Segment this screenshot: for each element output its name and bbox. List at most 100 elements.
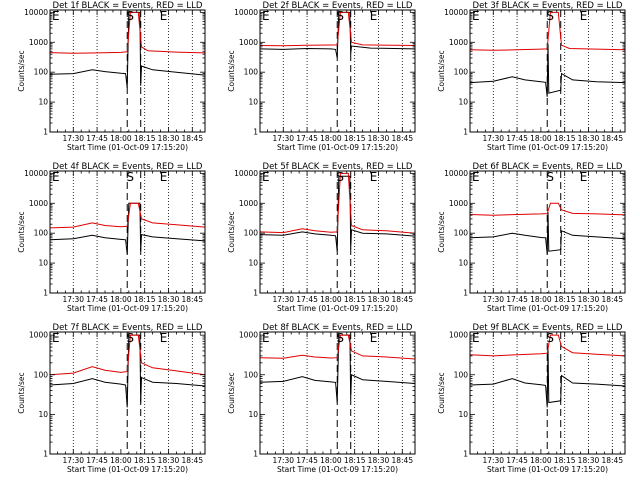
events-series-line (49, 334, 206, 408)
x-tick-label: 17:30 (62, 134, 84, 143)
x-tick-label: 18:30 (368, 295, 390, 304)
panel-title: Det 8f BLACK = Events, RED = LLD (263, 323, 413, 333)
interval-marker-label: E (160, 170, 168, 184)
y-tick-label: 1000 (29, 199, 48, 208)
y-tick-label: 10000 (24, 169, 48, 178)
y-tick-label: 1 (463, 289, 468, 298)
plot-frame (259, 170, 416, 294)
interval-marker-label: E (160, 9, 168, 23)
x-tick-label: 17:45 (296, 295, 318, 304)
x-tick-label: 18:15 (554, 295, 576, 304)
x-tick-label: 17:30 (62, 456, 84, 465)
y-tick-label: 1 (253, 289, 258, 298)
x-tick-label: 18:00 (530, 295, 552, 304)
y-tick-label: 1 (43, 450, 48, 459)
x-axis-label: Start Time (01-Oct-09 17:15:20) (277, 465, 398, 474)
interval-marker-label: E (580, 331, 588, 345)
lld-series-line (469, 202, 626, 216)
lld-series-line (49, 202, 206, 229)
x-tick-label: 17:45 (506, 295, 528, 304)
y-tick-label: 10 (458, 98, 468, 107)
y-tick-label: 1000 (29, 38, 48, 47)
panel-title: Det 1f BLACK = Events, RED = LLD (53, 1, 203, 11)
interval-marker-label: E (580, 9, 588, 23)
x-tick-label: 18:00 (320, 295, 342, 304)
events-series-line (49, 11, 206, 88)
x-tick-label: 17:30 (272, 456, 294, 465)
lld-series-line (469, 334, 626, 357)
x-axis-label: Start Time (01-Oct-09 17:15:20) (67, 143, 188, 152)
interval-marker-label: E (370, 170, 378, 184)
interval-marker-label: S (546, 331, 554, 345)
lld-series-line (469, 11, 626, 51)
interval-marker-label: S (126, 170, 134, 184)
y-tick-label: 1000 (449, 331, 468, 340)
interval-marker-label: E (472, 170, 480, 184)
lld-series-line (259, 172, 416, 234)
y-tick-label: 1000 (239, 199, 258, 208)
x-tick-label: 17:45 (86, 456, 108, 465)
y-tick-label: 1000 (239, 38, 258, 47)
lld-series-line (259, 11, 416, 47)
y-tick-label: 1 (43, 289, 48, 298)
x-tick-label: 18:15 (134, 456, 156, 465)
panel-3: Det 3f BLACK = Events, RED = LLD 1 10 100 10… (437, 1, 626, 152)
y-tick-label: 1 (463, 450, 468, 459)
y-tick-label: 1 (253, 128, 258, 137)
y-tick-label: 10000 (234, 8, 258, 17)
y-tick-label: 1000 (239, 331, 258, 340)
x-tick-label: 18:30 (368, 456, 390, 465)
x-tick-label: 18:45 (391, 134, 413, 143)
y-tick-label: 10 (38, 98, 48, 107)
panel-title: Det 7f BLACK = Events, RED = LLD (53, 323, 203, 333)
x-tick-label: 18:45 (391, 295, 413, 304)
x-tick-label: 17:45 (86, 295, 108, 304)
x-tick-label: 18:00 (530, 456, 552, 465)
plot-frame (49, 170, 206, 294)
y-tick-label: 10 (38, 410, 48, 419)
y-axis-label: Counts/sec (227, 211, 236, 252)
events-series-line (469, 212, 626, 255)
y-tick-label: 1000 (29, 331, 48, 340)
panel-9: Det 9f BLACK = Events, RED = LLD 1 10 100 10… (437, 323, 626, 474)
x-tick-label: 17:45 (86, 134, 108, 143)
x-tick-label: 17:45 (506, 134, 528, 143)
interval-marker-label: S (546, 9, 554, 23)
y-axis-label: Counts/sec (227, 372, 236, 413)
panel-4: Det 4f BLACK = Events, RED = LLD 1 10 100 10… (17, 162, 206, 313)
interval-marker-label: E (262, 331, 270, 345)
y-tick-label: 1 (43, 128, 48, 137)
x-tick-label: 17:30 (482, 456, 504, 465)
x-tick-label: 18:30 (368, 134, 390, 143)
lld-series-line (49, 11, 206, 54)
interval-marker-label: S (546, 170, 554, 184)
panel-title: Det 5f BLACK = Events, RED = LLD (263, 162, 413, 172)
x-tick-label: 18:15 (134, 134, 156, 143)
x-tick-label: 18:30 (158, 295, 180, 304)
x-axis-label: Start Time (01-Oct-09 17:15:20) (67, 304, 188, 313)
y-tick-label: 100 (244, 370, 259, 379)
interval-marker-label: E (472, 9, 480, 23)
panel-title: Det 3f BLACK = Events, RED = LLD (473, 1, 623, 11)
interval-marker-label: E (580, 170, 588, 184)
interval-marker-label: E (262, 170, 270, 184)
y-tick-label: 100 (34, 68, 49, 77)
x-tick-label: 18:30 (578, 134, 600, 143)
panel-title: Det 2f BLACK = Events, RED = LLD (263, 1, 413, 11)
x-tick-label: 18:45 (181, 134, 203, 143)
x-tick-label: 18:00 (110, 295, 132, 304)
interval-marker-label: E (472, 331, 480, 345)
panel-7: Det 7f BLACK = Events, RED = LLD 1 10 100 10… (17, 323, 206, 474)
x-axis-label: Start Time (01-Oct-09 17:15:20) (67, 465, 188, 474)
plot-frame (259, 331, 416, 455)
x-tick-label: 17:30 (62, 295, 84, 304)
x-tick-label: 18:45 (601, 456, 623, 465)
x-tick-label: 18:15 (344, 456, 366, 465)
plot-frame (259, 9, 416, 133)
y-tick-label: 100 (244, 68, 259, 77)
x-axis-label: Start Time (01-Oct-09 17:15:20) (487, 304, 608, 313)
y-tick-label: 10 (458, 259, 468, 268)
x-tick-label: 18:30 (158, 456, 180, 465)
x-tick-label: 17:30 (272, 295, 294, 304)
